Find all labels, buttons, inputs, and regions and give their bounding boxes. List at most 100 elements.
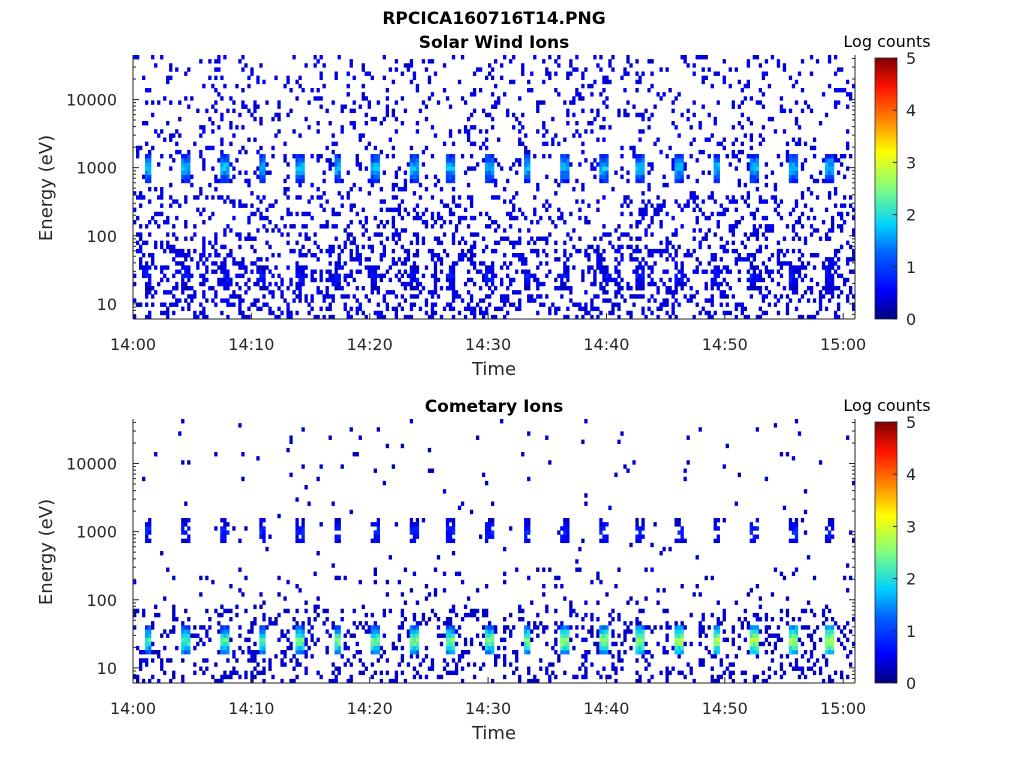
heatmap-cell — [596, 253, 600, 258]
heatmap-cell — [503, 662, 507, 667]
heatmap-cell — [472, 141, 477, 147]
heatmap-cell — [812, 215, 817, 221]
heatmap-cell — [650, 83, 654, 89]
heatmap-cell — [379, 121, 383, 126]
heatmap-cell — [731, 141, 735, 147]
heatmap-cell — [412, 666, 417, 671]
heatmap-cell — [578, 133, 582, 138]
heatmap-cell — [391, 290, 396, 295]
heatmap-cell — [187, 302, 191, 307]
heatmap-cell — [352, 108, 356, 114]
heatmap-cell — [415, 215, 420, 221]
heatmap-cell — [716, 174, 720, 180]
heatmap-cell — [503, 674, 507, 680]
heatmap-cell — [373, 281, 377, 287]
heatmap-cell — [250, 261, 254, 266]
heatmap-cell — [545, 141, 549, 147]
heatmap-cell — [791, 645, 796, 651]
heatmap-cell — [698, 125, 702, 130]
heatmap-cell — [731, 125, 735, 130]
heatmap-cell — [214, 526, 218, 531]
heatmap-cell — [635, 641, 639, 647]
heatmap-cell — [379, 678, 383, 684]
heatmap-cell — [818, 236, 823, 241]
heatmap-cell — [187, 294, 191, 299]
heatmap-cell — [235, 261, 239, 266]
heatmap-cell — [259, 645, 263, 651]
heatmap-cell — [415, 621, 420, 626]
heatmap-cell — [533, 154, 537, 159]
heatmap-cell — [641, 199, 645, 204]
heatmap-cell — [181, 178, 185, 184]
heatmap-cell — [439, 199, 444, 204]
heatmap-cell — [548, 306, 552, 312]
heatmap-cell — [536, 633, 540, 638]
heatmap-cell — [448, 170, 453, 175]
heatmap-cell — [503, 645, 507, 651]
heatmap-cell — [845, 294, 850, 299]
heatmap-cell — [602, 286, 606, 291]
heatmap-cell — [226, 154, 230, 159]
heatmap-cell — [442, 588, 447, 593]
heatmap-cell — [226, 277, 230, 283]
heatmap-cell — [271, 145, 275, 151]
heatmap-cell — [463, 170, 468, 175]
heatmap-cell — [445, 253, 450, 258]
heatmap-cell — [238, 567, 242, 572]
heatmap-cell — [575, 625, 579, 630]
heatmap-cell — [358, 257, 362, 262]
heatmap-cell — [830, 265, 835, 270]
heatmap-cell — [172, 604, 176, 610]
heatmap-cell — [142, 612, 146, 618]
heatmap-cell — [220, 281, 224, 287]
heatmap-cell — [418, 215, 423, 221]
heatmap-cell — [145, 281, 149, 287]
heatmap-cell — [370, 641, 374, 647]
heatmap-cell — [250, 621, 254, 626]
heatmap-cell — [382, 314, 386, 320]
heatmap-cell — [803, 236, 808, 241]
heatmap-cell — [575, 559, 579, 564]
heatmap-cell — [469, 509, 474, 515]
heatmap-cell — [217, 277, 221, 283]
heatmap-cell — [391, 257, 396, 262]
heatmap-cell — [364, 166, 368, 171]
heatmap-cell — [548, 310, 552, 316]
heatmap-cell — [791, 666, 796, 671]
heatmap-cell — [602, 170, 606, 175]
heatmap-cell — [190, 174, 194, 180]
heatmap-cell — [370, 244, 374, 250]
heatmap-cell — [521, 608, 525, 614]
heatmap-cell — [749, 281, 754, 287]
heatmap-cell — [145, 522, 149, 527]
heatmap-cell — [572, 228, 576, 233]
heatmap-cell — [448, 277, 453, 283]
heatmap-cell — [322, 621, 326, 626]
heatmap-cell — [677, 162, 681, 167]
heatmap-cell — [433, 236, 438, 241]
heatmap-cell — [536, 236, 540, 241]
heatmap-cell — [800, 670, 805, 676]
heatmap-cell — [481, 608, 486, 614]
heatmap-cell — [364, 257, 368, 262]
heatmap-cell — [487, 522, 492, 527]
heatmap-cell — [791, 522, 796, 527]
heatmap-cell — [698, 228, 702, 233]
heatmap-cell — [791, 290, 796, 295]
heatmap-cell — [719, 236, 723, 241]
heatmap-cell — [475, 67, 480, 72]
heatmap-cell — [752, 257, 757, 262]
heatmap-cell — [355, 257, 359, 262]
heatmap-cell — [584, 658, 588, 663]
heatmap-cell — [373, 170, 377, 175]
heatmap-cell — [830, 281, 835, 287]
heatmap-cell — [683, 162, 687, 167]
heatmap-cell — [409, 174, 414, 180]
heatmap-cell — [391, 215, 396, 221]
heatmap-cell — [824, 306, 829, 312]
heatmap-cell — [635, 257, 639, 262]
heatmap-cell — [554, 637, 558, 643]
heatmap-cell — [145, 650, 149, 655]
heatmap-cell — [836, 314, 841, 320]
heatmap-cell — [776, 261, 781, 266]
